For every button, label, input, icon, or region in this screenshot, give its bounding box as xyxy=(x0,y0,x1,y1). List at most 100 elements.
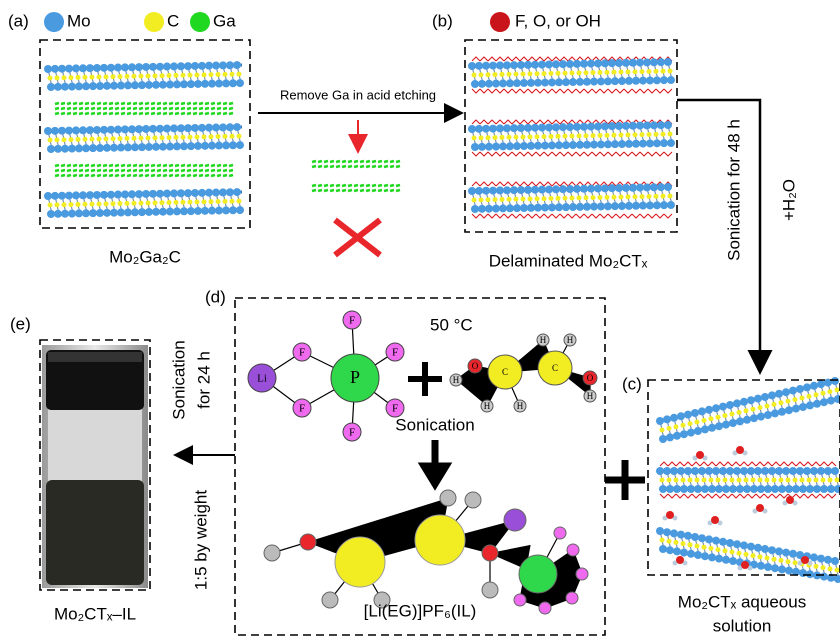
mo-atom xyxy=(757,485,765,493)
c-atom xyxy=(493,135,498,140)
ga-atom xyxy=(103,165,107,166)
mo-atom xyxy=(576,203,584,211)
mo-atom xyxy=(764,485,772,493)
mo-atom xyxy=(677,531,685,539)
mo-atom xyxy=(757,562,765,570)
c-atom xyxy=(118,136,123,141)
atom-label: H xyxy=(540,335,547,345)
mo-atom xyxy=(799,485,807,493)
mo-atom xyxy=(656,467,664,475)
mo-atom xyxy=(629,59,637,67)
mo-atom xyxy=(559,123,567,131)
c-atom xyxy=(549,134,554,139)
mo-atom xyxy=(506,204,514,212)
mo-atom xyxy=(750,485,758,493)
c-atom xyxy=(104,201,109,206)
c-atom xyxy=(549,196,554,201)
ga-atom xyxy=(223,113,227,114)
ga-atom xyxy=(199,165,203,166)
c-atom xyxy=(132,74,137,79)
ga-atom xyxy=(85,113,89,114)
ga-atom xyxy=(91,113,95,114)
mo-atom xyxy=(489,62,497,70)
mo-atom xyxy=(173,142,181,150)
mo-atom xyxy=(513,142,521,150)
c-atom xyxy=(758,554,763,559)
ga-atom xyxy=(342,185,346,186)
mo-atom xyxy=(499,79,507,87)
mo-atom xyxy=(226,123,234,131)
arrow-label: 1:5 by weight xyxy=(191,490,210,590)
mo-atom xyxy=(782,549,790,557)
c-atom xyxy=(111,74,116,79)
c-atom xyxy=(716,547,721,552)
c-atom xyxy=(472,73,477,78)
mo-atom xyxy=(590,78,598,86)
mo-atom xyxy=(708,553,716,561)
c-atom xyxy=(828,566,833,571)
mo-atom xyxy=(166,208,174,216)
c-atom xyxy=(793,478,798,483)
c-atom xyxy=(48,76,53,81)
ga-atom xyxy=(73,170,77,171)
c-atom xyxy=(772,402,777,407)
mo-atom xyxy=(96,209,104,217)
ga-atom xyxy=(193,113,197,114)
mo-atom xyxy=(771,564,779,572)
c-atom xyxy=(230,199,235,204)
ga-atom xyxy=(151,175,155,176)
ga-atom xyxy=(342,161,346,162)
ga-atom xyxy=(205,113,209,114)
mo-atom xyxy=(604,202,612,210)
c-atom xyxy=(139,74,144,79)
arrow xyxy=(424,440,446,484)
c-atom xyxy=(486,72,491,77)
mo-atom xyxy=(517,61,525,69)
mo-atom xyxy=(527,204,535,212)
mo-atom xyxy=(485,143,493,151)
mo-atom xyxy=(482,125,490,133)
ga-atom xyxy=(169,108,173,109)
c-atom xyxy=(660,538,665,543)
mo-atom xyxy=(677,412,685,420)
mo-atom xyxy=(691,533,699,541)
atom-label: H xyxy=(587,391,594,401)
mo-atom xyxy=(653,201,661,209)
mo-atom xyxy=(768,391,776,399)
mo-atom xyxy=(670,414,678,422)
mo-atom xyxy=(587,123,595,131)
c-atom xyxy=(104,136,109,141)
ga-atom xyxy=(115,113,119,114)
c-atom xyxy=(500,135,505,140)
c-atom xyxy=(167,200,172,205)
c-atom xyxy=(132,136,137,141)
c-atom xyxy=(76,75,81,80)
mo-atom xyxy=(86,191,94,199)
c-atom xyxy=(125,74,130,79)
ga-atom xyxy=(61,170,65,171)
c-atom xyxy=(668,132,673,137)
mo-atom xyxy=(510,124,518,132)
mo-atom xyxy=(594,122,602,130)
ga-atom xyxy=(217,113,221,114)
c-atom xyxy=(667,539,672,544)
c-atom xyxy=(570,71,575,76)
mo-atom xyxy=(47,145,55,153)
mo-atom xyxy=(527,79,535,87)
ga-atom xyxy=(61,113,65,114)
mo-atom xyxy=(187,80,195,88)
c-atom xyxy=(118,74,123,79)
mo-atom xyxy=(89,144,97,152)
c-atom xyxy=(626,69,631,74)
ga-atom xyxy=(169,165,173,166)
c-atom xyxy=(528,196,533,201)
mo-atom xyxy=(194,207,202,215)
mo-atom xyxy=(594,184,602,192)
mo-atom xyxy=(517,186,525,194)
ga-atom xyxy=(127,175,131,176)
c-atom xyxy=(654,69,659,74)
c-atom xyxy=(716,415,721,420)
mo-atom xyxy=(722,421,730,429)
mo-atom xyxy=(93,126,101,134)
mo-atom xyxy=(632,202,640,210)
